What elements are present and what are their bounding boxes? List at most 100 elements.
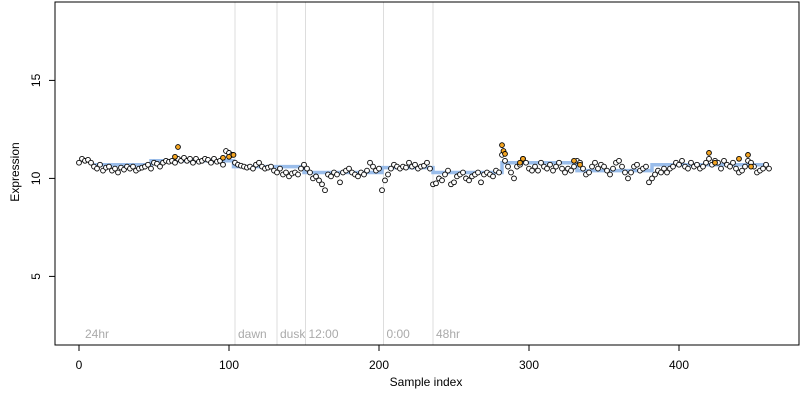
marker-label: 0:00: [387, 327, 411, 341]
data-point: [646, 179, 652, 186]
data-point: [763, 161, 769, 168]
data-point: [424, 159, 430, 166]
highlight-point: [502, 151, 508, 157]
data-point: [187, 155, 193, 162]
data-point: [652, 171, 658, 178]
data-point: [556, 159, 562, 166]
marker-label: dawn: [238, 327, 267, 341]
data-point: [157, 163, 163, 170]
data-point: [595, 165, 601, 172]
data-point: [694, 161, 700, 168]
data-point: [433, 180, 439, 187]
data-point: [76, 159, 82, 166]
data-point: [547, 161, 553, 168]
data-point: [760, 165, 766, 172]
data-point: [628, 169, 634, 176]
data-point: [478, 179, 484, 186]
point-layer: [76, 142, 772, 194]
data-point: [634, 161, 640, 168]
data-point: [301, 161, 307, 168]
data-point: [322, 187, 328, 194]
data-point: [148, 165, 154, 172]
data-point: [679, 157, 685, 164]
data-point: [295, 171, 301, 178]
data-point: [283, 169, 289, 176]
data-point: [268, 163, 274, 170]
data-point: [220, 161, 226, 168]
data-point: [313, 173, 319, 180]
plot-frame: [54, 1, 800, 346]
highlight-point: [499, 142, 505, 148]
data-point: [190, 159, 196, 166]
data-point: [496, 169, 502, 176]
data-point: [442, 171, 448, 178]
x-tick-label: 400: [669, 358, 689, 372]
highlight-point: [745, 152, 751, 158]
data-point: [670, 163, 676, 170]
data-point: [568, 167, 574, 174]
x-axis-label: Sample index: [390, 375, 463, 389]
y-axis-label: Expression: [8, 142, 22, 201]
data-point: [550, 167, 556, 174]
data-point: [97, 161, 103, 168]
data-point: [730, 159, 736, 166]
data-point: [529, 167, 535, 174]
highlight-point: [175, 144, 181, 150]
data-point: [649, 175, 655, 182]
x-tick-label: 200: [369, 358, 389, 372]
marker-label: dusk: [280, 327, 306, 341]
highlight-point: [712, 159, 718, 166]
data-point: [403, 164, 409, 171]
highlight-point: [520, 155, 526, 162]
data-point: [346, 165, 352, 172]
data-point: [412, 161, 418, 168]
marker-label: 12:00: [309, 327, 339, 341]
data-point: [553, 163, 559, 170]
data-point: [592, 159, 598, 166]
data-point: [490, 173, 496, 180]
data-point: [316, 177, 322, 184]
data-point: [658, 169, 664, 176]
y-tick-label: 5: [29, 273, 43, 280]
data-point: [502, 157, 508, 164]
data-point: [643, 163, 649, 170]
highlight-point: [748, 163, 754, 170]
data-point: [115, 169, 121, 176]
highlight-point: [220, 154, 226, 161]
data-point: [172, 159, 178, 166]
marker-label: 48hr: [436, 327, 460, 341]
data-point: [367, 159, 373, 166]
data-point: [439, 177, 445, 184]
data-point: [733, 165, 739, 172]
data-point: [307, 169, 313, 176]
data-point: [766, 165, 772, 172]
data-point: [106, 163, 112, 170]
data-point: [607, 171, 613, 178]
highlight-point: [706, 150, 712, 156]
data-point: [616, 157, 622, 164]
data-point: [661, 165, 667, 172]
highlight-point: [571, 157, 577, 164]
data-point: [580, 165, 586, 172]
data-point: [685, 165, 691, 172]
data-point: [508, 169, 514, 176]
data-point: [619, 163, 625, 170]
y-tick-label: 15: [29, 73, 43, 87]
data-point: [721, 157, 727, 164]
highlight-point: [230, 152, 237, 158]
data-point: [304, 165, 310, 172]
data-point: [370, 163, 376, 170]
data-point: [94, 165, 100, 172]
data-point: [538, 159, 544, 166]
data-point: [379, 187, 385, 194]
data-point: [562, 169, 568, 176]
data-point: [625, 175, 631, 182]
data-point: [688, 159, 694, 166]
data-point: [382, 177, 388, 184]
data-point: [466, 177, 472, 184]
data-point: [475, 169, 481, 176]
axis-layer: 0 100 200 300 400 5 10 15: [29, 73, 689, 372]
data-point: [337, 179, 343, 186]
data-point: [361, 171, 367, 178]
